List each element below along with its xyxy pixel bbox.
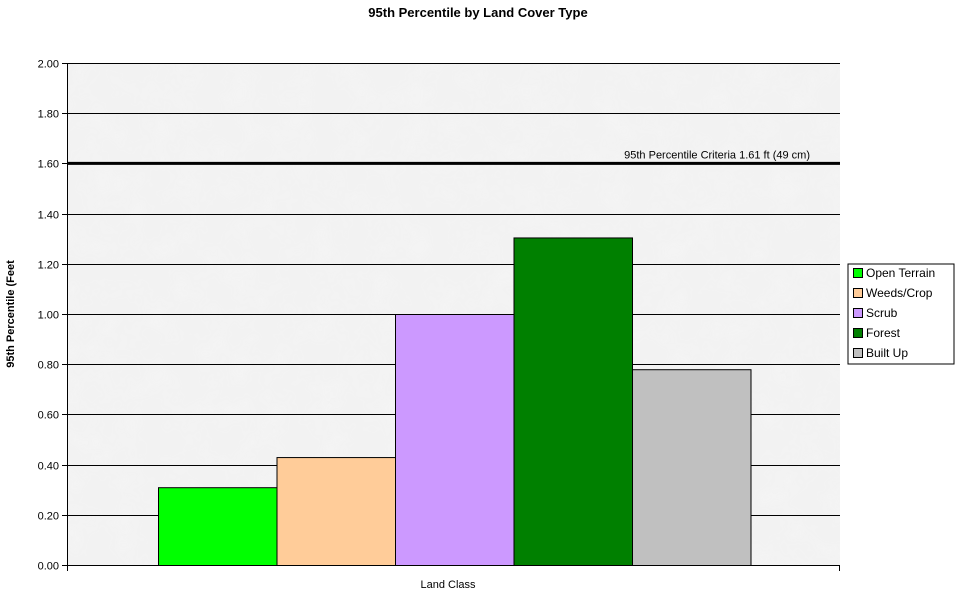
legend-label: Built Up bbox=[866, 346, 908, 360]
bars bbox=[158, 237, 752, 567]
y-tick-labels: 0.00 0.20 0.40 0.60 0.80 1.00 1.20 1.40 1.60 1.80… bbox=[38, 59, 59, 573]
axes bbox=[62, 63, 840, 571]
y-axis-title: 95th Percentile (Feet bbox=[5, 260, 17, 368]
y-tick-label: 0.80 bbox=[38, 360, 59, 372]
reference-line-label: 95th Percentile Criteria 1.61 ft (49 cm) bbox=[624, 149, 810, 161]
y-tick-label: 1.40 bbox=[38, 210, 59, 222]
legend-label: Scrub bbox=[866, 306, 898, 320]
y-tick-label: 0.20 bbox=[38, 511, 59, 523]
legend-swatch bbox=[853, 328, 863, 338]
y-tick-label: 2.00 bbox=[38, 59, 59, 71]
legend-swatch bbox=[853, 308, 863, 318]
y-tick-label: 0.60 bbox=[38, 410, 59, 422]
bar-open-terrain bbox=[158, 487, 278, 566]
bar-forest bbox=[513, 237, 633, 566]
bar-weeds-crop bbox=[276, 457, 396, 567]
y-tick-label: 1.60 bbox=[38, 159, 59, 171]
legend-swatch bbox=[853, 288, 863, 298]
y-tick-label: 1.80 bbox=[38, 109, 59, 121]
x-axis-title: Land Class bbox=[420, 579, 476, 591]
legend-swatch bbox=[853, 268, 863, 278]
y-tick-label: 1.20 bbox=[38, 260, 59, 272]
legend-box bbox=[847, 263, 955, 365]
chart-title: 95th Percentile by Land Cover Type bbox=[368, 5, 587, 20]
bar-built-up bbox=[632, 369, 752, 566]
legend-label: Weeds/Crop bbox=[866, 286, 933, 300]
y-tick-label: 0.00 bbox=[38, 561, 59, 573]
reference-line: 95th Percentile Criteria 1.61 ft (49 cm) bbox=[67, 149, 840, 165]
y-tick-label: 1.00 bbox=[38, 310, 59, 322]
legend-label: Forest bbox=[866, 326, 901, 340]
bar-scrub bbox=[395, 314, 515, 566]
legend: Open Terrain Weeds/Crop Scrub Forest Built U… bbox=[847, 263, 955, 365]
legend-label: Open Terrain bbox=[866, 266, 935, 280]
legend-swatch bbox=[853, 348, 863, 358]
y-tick-label: 0.40 bbox=[38, 461, 59, 473]
